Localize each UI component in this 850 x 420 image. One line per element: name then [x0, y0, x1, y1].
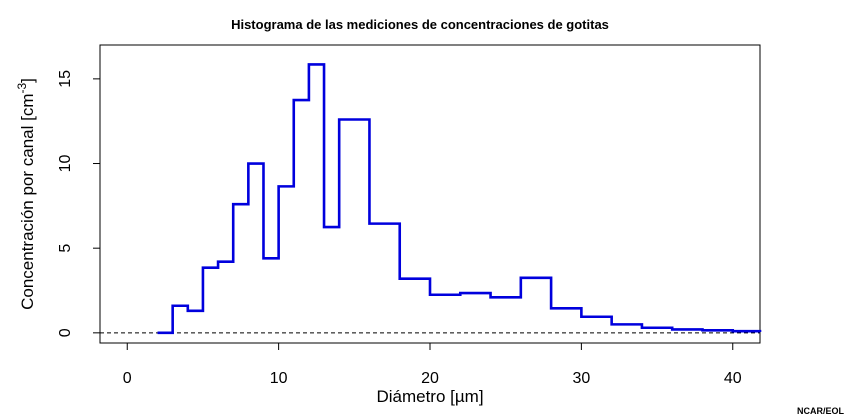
chart-title: Histograma de las mediciones de concentr… — [231, 17, 609, 32]
x-tick-label: 10 — [270, 370, 288, 387]
x-axis-label: Diámetro [µm] — [376, 387, 483, 406]
x-tick-label: 20 — [421, 370, 439, 387]
x-tick-label: 0 — [123, 370, 132, 387]
plot-frame — [99, 44, 761, 344]
x-axis: 0 10 20 30 40 — [123, 342, 742, 387]
y-axis: 0 5 10 15 — [57, 70, 101, 337]
y-axis-label-close: ] — [18, 78, 37, 83]
y-tick-label: 15 — [57, 70, 74, 88]
x-tick-label: 30 — [572, 370, 590, 387]
y-axis-label-exponent: -3 — [15, 83, 29, 94]
credit-label: NCAR/EOL — [797, 406, 844, 416]
series-step-line — [157, 63, 762, 335]
series-points — [157, 64, 732, 333]
y-tick-label: 5 — [57, 244, 74, 253]
y-tick-label: 10 — [57, 155, 74, 173]
x-tick-label: 40 — [724, 370, 742, 387]
y-axis-label: Concentración por canal [cm-3] — [15, 78, 37, 310]
y-axis-label-main: Concentración por canal [cm — [18, 94, 37, 310]
y-tick-label: 0 — [57, 328, 74, 337]
